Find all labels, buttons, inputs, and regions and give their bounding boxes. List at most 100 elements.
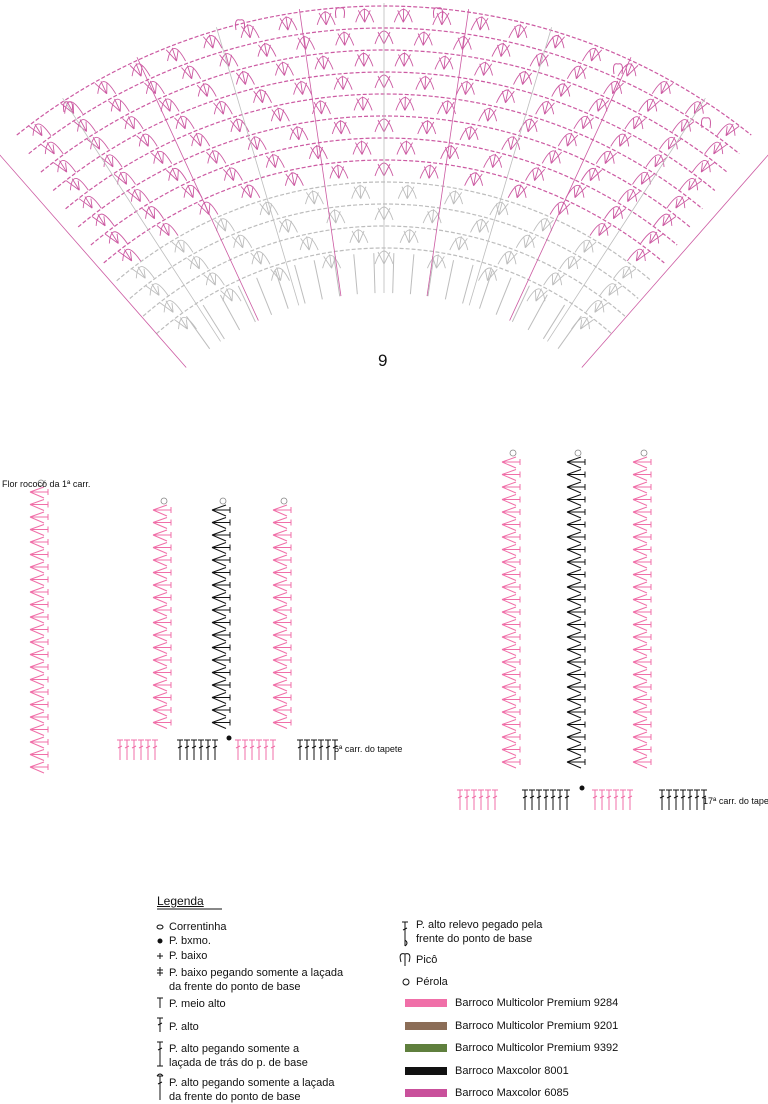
shell (219, 52, 239, 67)
base-stitch (409, 254, 415, 295)
stitch (632, 731, 652, 744)
stitch (501, 719, 521, 731)
pearl (509, 449, 517, 457)
base-stitch (297, 739, 303, 760)
shell (230, 118, 250, 133)
base-stitch (543, 789, 549, 810)
shell (543, 272, 565, 286)
stitch (152, 692, 172, 704)
shell (613, 266, 637, 279)
stitch (632, 606, 652, 619)
shell (455, 80, 475, 95)
stitch (29, 636, 49, 649)
stitch (632, 531, 652, 544)
pearl (280, 497, 288, 505)
base-stitch (529, 789, 535, 810)
shell (580, 167, 602, 182)
shell (257, 42, 277, 57)
shell (395, 96, 415, 111)
shell (427, 254, 446, 269)
stitch (501, 556, 521, 569)
stitch (632, 556, 652, 569)
stitch (152, 717, 172, 729)
spoke (62, 97, 221, 342)
shell (541, 150, 562, 164)
pico (433, 7, 443, 19)
stitch (211, 529, 231, 542)
shell (394, 52, 414, 67)
base-stitch (659, 789, 665, 810)
base-stitch (184, 739, 190, 760)
stitch (211, 654, 231, 667)
base-stitch (256, 739, 262, 760)
shell (483, 153, 503, 168)
shell (314, 55, 334, 70)
base-stitch (542, 304, 566, 340)
legend-item: P. alto (169, 1021, 199, 1033)
shell (666, 195, 690, 209)
stitch (152, 704, 172, 717)
base-stitch (606, 789, 612, 810)
shell (197, 201, 219, 215)
stitch (632, 594, 652, 606)
stitch (566, 694, 586, 706)
stitch (566, 681, 586, 694)
stitch (272, 567, 292, 579)
stitch (501, 756, 521, 769)
legend-item: P. alto relevo pegado pela (416, 919, 543, 931)
fan-diagram (0, 3, 768, 368)
shell (73, 119, 96, 132)
base-stitch (462, 264, 474, 304)
shell (165, 47, 186, 62)
shell (247, 136, 267, 151)
base-stitch (511, 285, 530, 323)
stitch (152, 604, 172, 617)
stitch (272, 579, 292, 592)
shell (574, 239, 597, 253)
base-stitch (592, 789, 598, 810)
shell (156, 223, 179, 237)
stitch (272, 704, 292, 717)
shell (278, 16, 298, 31)
stitch (632, 469, 652, 481)
stitch (152, 579, 172, 592)
shell (94, 81, 117, 95)
spoke (468, 27, 552, 306)
legend-swatch (405, 999, 447, 1007)
stitch (272, 542, 292, 554)
chain-row (40, 49, 728, 173)
stitch (566, 656, 586, 669)
base-stitch (536, 789, 542, 810)
stitch (566, 581, 586, 594)
stitch-columns (29, 449, 707, 810)
shell (618, 189, 641, 202)
shell (159, 300, 183, 313)
base-stitch (274, 270, 289, 309)
base-stitch (495, 277, 512, 315)
stitch (632, 644, 652, 656)
stitch (211, 717, 231, 729)
stitch (29, 711, 49, 724)
base-stitch (522, 789, 528, 810)
shell (545, 34, 565, 49)
stitch (632, 681, 652, 694)
shell (526, 288, 548, 302)
base-stitch (124, 739, 130, 760)
base-stitch (557, 315, 582, 349)
shell (235, 70, 255, 85)
spoke (581, 154, 768, 368)
shell (571, 316, 594, 330)
base-stitch (325, 739, 331, 760)
base-stitch (613, 789, 619, 810)
shell (535, 100, 555, 115)
stitch (632, 656, 652, 669)
spoke (216, 27, 300, 306)
pearl (160, 497, 168, 505)
legend-item: P. alto pegando somente a laçada (169, 1077, 335, 1089)
base-stitch (242, 739, 248, 760)
shell (351, 184, 371, 199)
stitch (632, 481, 652, 494)
shell (626, 248, 650, 262)
base-stitch (564, 789, 570, 810)
